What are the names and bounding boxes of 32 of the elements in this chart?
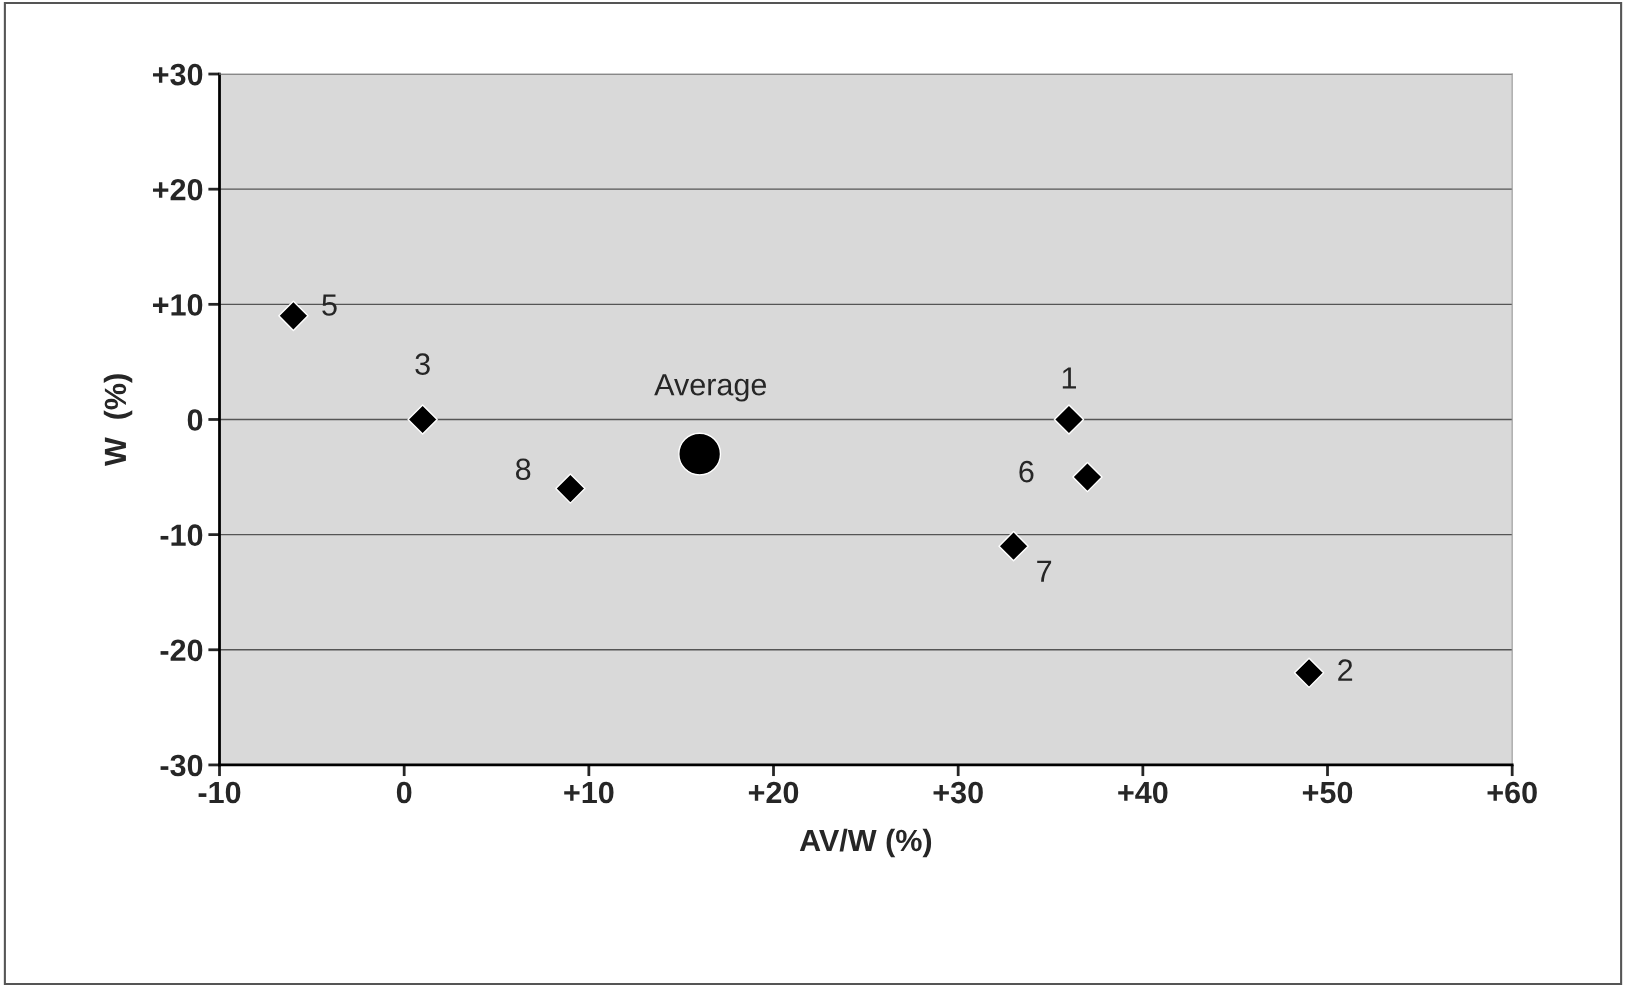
- annotation: 8: [515, 458, 531, 481]
- y-tick-label: +10: [152, 294, 203, 316]
- annotation: 6: [1019, 460, 1034, 483]
- y-tick-label: -30: [160, 754, 203, 777]
- y-tick-label: -20: [160, 639, 203, 662]
- annotation: 7: [1037, 560, 1052, 582]
- x-tick-label: +40: [1118, 781, 1168, 804]
- x-tick-label: +50: [1302, 781, 1353, 804]
- point: [998, 530, 1029, 562]
- point: [407, 404, 438, 435]
- y-tick-label: +20: [152, 178, 203, 201]
- x-axis-title: AV/W (%): [799, 828, 932, 858]
- annotation: Average: [654, 374, 767, 402]
- x-tick-label: +20: [748, 781, 799, 804]
- annotation: 2: [1338, 659, 1353, 681]
- y-tick-label: +30: [152, 63, 203, 86]
- point: [1053, 404, 1085, 435]
- x-tick-label: 0: [396, 781, 412, 804]
- annotation: 1: [1062, 367, 1076, 389]
- x-tick-label: +30: [933, 781, 983, 804]
- x-tick-label: +60: [1487, 781, 1537, 804]
- point: [1072, 461, 1103, 493]
- point: [678, 432, 722, 476]
- x-tick-label: +10: [564, 781, 614, 804]
- point: [555, 473, 586, 504]
- annotation: 3: [415, 353, 430, 375]
- y-axis-title: W (%): [103, 374, 133, 467]
- x-tick-label: -10: [198, 781, 241, 804]
- y-tick-label: 0: [187, 409, 203, 431]
- point: [1293, 657, 1325, 689]
- y-tick-label: -10: [160, 524, 203, 546]
- point: [278, 300, 309, 332]
